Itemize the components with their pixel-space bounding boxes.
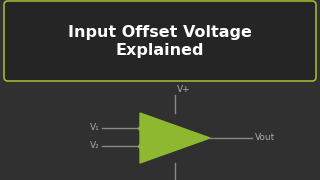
FancyBboxPatch shape — [4, 1, 316, 81]
Text: Input Offset Voltage: Input Offset Voltage — [68, 26, 252, 40]
Text: V+: V+ — [177, 85, 191, 94]
Text: V₂: V₂ — [90, 141, 100, 150]
Text: V₁: V₁ — [90, 123, 100, 132]
Text: Vout: Vout — [255, 134, 275, 143]
Polygon shape — [140, 113, 210, 163]
Text: Explained: Explained — [116, 44, 204, 59]
